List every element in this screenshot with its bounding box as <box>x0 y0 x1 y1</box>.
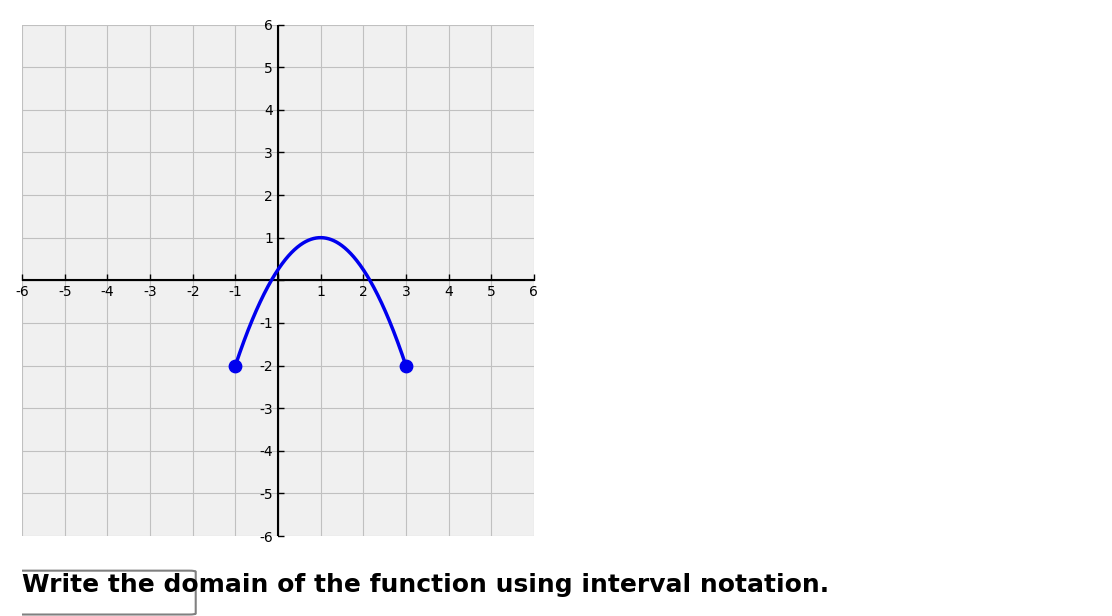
Point <box>227 360 245 370</box>
Point <box>397 360 415 370</box>
Text: Write the domain of the function using interval notation.: Write the domain of the function using i… <box>22 573 830 597</box>
FancyBboxPatch shape <box>16 570 196 615</box>
